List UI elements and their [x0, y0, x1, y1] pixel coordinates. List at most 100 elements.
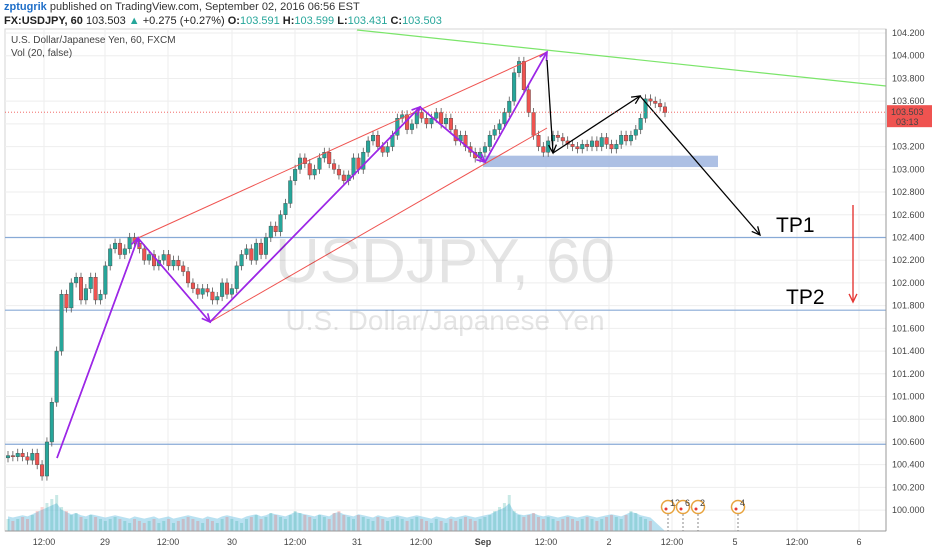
up-arrow-icon: ▲ [128, 15, 140, 27]
volume-bar [648, 521, 652, 531]
candle-body [259, 242, 264, 255]
projection-arrow [639, 95, 761, 236]
volume-bar [215, 523, 219, 531]
channel-lower-line [209, 127, 548, 323]
event-badge-count: 4 [740, 498, 745, 508]
volume-bar [123, 521, 127, 531]
candlesticks [5, 56, 668, 481]
event-badges: 12 6 2 4 [660, 498, 746, 531]
volume-bar [196, 521, 200, 531]
volume-bar [410, 519, 414, 531]
volume-bar [186, 517, 190, 531]
candle-body [35, 453, 40, 465]
candle-body [166, 254, 171, 267]
candle-body [176, 260, 181, 267]
time-tick-label: 5 [732, 537, 737, 547]
volume-bar [571, 519, 575, 531]
author-link[interactable]: zptugrik [4, 1, 47, 13]
candle-body [541, 146, 546, 153]
volume-bar [230, 519, 234, 531]
volume-bar [167, 519, 171, 531]
event-flag-icon [734, 507, 738, 511]
candle-body [614, 144, 619, 150]
volume-bar [342, 515, 346, 531]
candle-body [54, 350, 59, 403]
price-tick-label: 102.400 [892, 232, 925, 242]
last-price-tag [887, 105, 932, 128]
price-tick-label: 100.800 [892, 414, 925, 424]
candle-body [507, 100, 512, 113]
last-price-tag-text: 103.503 [891, 107, 924, 117]
volume-bar [283, 519, 287, 531]
candle-body [307, 163, 312, 176]
volume-bar [30, 515, 34, 531]
event-badge-icon [730, 499, 746, 515]
volume-bar [16, 519, 20, 531]
candle-body [186, 271, 191, 284]
candle-body [619, 135, 624, 145]
event-badge-count: 2 [700, 498, 705, 508]
price-tick-label: 100.600 [892, 437, 925, 447]
volume-bar [332, 513, 336, 531]
candle-body [434, 112, 439, 119]
volume-bar [527, 515, 531, 531]
volume-bar [240, 523, 244, 531]
drawings [56, 29, 887, 459]
volume-bar [619, 519, 623, 531]
high-label: H: [282, 15, 295, 27]
candle-body [268, 225, 273, 238]
volume-bar [502, 503, 506, 531]
price-tick-label: 104.200 [892, 28, 925, 38]
time-tick-label: 30 [227, 537, 237, 547]
volume-bar [45, 503, 49, 531]
volume-bar [600, 519, 604, 531]
candle-body [419, 112, 424, 119]
volume-bar [561, 519, 565, 531]
volume-bar [468, 519, 472, 531]
volume-bar [639, 517, 643, 531]
low-value: 103.431 [347, 15, 388, 27]
open-label: O: [227, 15, 240, 27]
price-tick-label: 103.600 [892, 96, 925, 106]
event-badge-icon [660, 499, 676, 515]
volume-bar [142, 523, 146, 531]
volume-bar [405, 521, 409, 531]
candle-body [5, 455, 10, 459]
open-value: 103.591 [239, 15, 280, 27]
candle-body [161, 254, 166, 261]
candle-body [103, 265, 108, 295]
volume-bar [69, 515, 73, 531]
volume-bar [249, 517, 253, 531]
volume-bar [420, 519, 424, 531]
volume-bar [313, 519, 317, 531]
volume-bar [308, 517, 312, 531]
candle-body [332, 163, 337, 170]
candle-body [317, 157, 322, 170]
candle-body [254, 242, 259, 261]
volume-bar [293, 511, 297, 531]
volume-bar [79, 517, 83, 531]
volume-bar [264, 517, 268, 531]
projection-arrow-head [630, 95, 642, 105]
volume-bar [206, 519, 210, 531]
candle-body [594, 140, 599, 147]
volume-bar [288, 515, 292, 531]
candle-body [580, 144, 585, 150]
time-tick-label: 12:00 [410, 537, 433, 547]
volume-bar [327, 519, 331, 531]
candle-body [429, 117, 434, 125]
last-price: 103.503 [85, 15, 126, 27]
volume-bar [580, 519, 584, 531]
candle-body [361, 152, 366, 170]
price-tick-label: 101.600 [892, 323, 925, 333]
volume-bar [356, 515, 360, 531]
candle-body [463, 135, 468, 147]
candle-body [555, 135, 560, 138]
watermark-name: U.S. Dollar/Japanese Yen [285, 305, 604, 336]
volume-bar [624, 515, 628, 531]
volume-bar [11, 521, 15, 531]
price-tick-label: 102.000 [892, 278, 925, 288]
chart-legend-title: U.S. Dollar/Japanese Yen, 60, FXCM [11, 35, 176, 46]
volume-bar [103, 521, 107, 531]
